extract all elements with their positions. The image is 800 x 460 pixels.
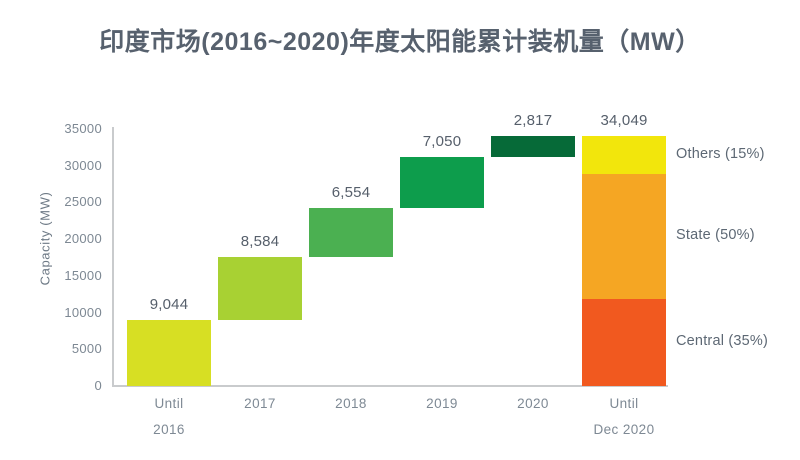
waterfall-bar xyxy=(309,208,393,257)
bar-segment-central xyxy=(582,298,666,386)
bar-value-label: 34,049 xyxy=(600,111,648,129)
y-tick-label: 15000 xyxy=(64,267,102,283)
y-axis-line xyxy=(112,127,114,387)
bar-value-label: 7,050 xyxy=(422,132,462,150)
bar-segment-others xyxy=(582,136,666,174)
legend-label-state: State (50%) xyxy=(676,226,755,243)
x-axis-line xyxy=(112,385,668,387)
y-tick-label: 0 xyxy=(94,378,102,393)
x-tick-label: 2018 xyxy=(335,396,367,411)
legend-label-others: Others (15%) xyxy=(676,145,765,162)
y-tick-label: 25000 xyxy=(64,194,102,210)
y-tick-label: 30000 xyxy=(64,157,102,173)
y-tick-label: 20000 xyxy=(64,231,102,247)
x-tick-label: Dec 2020 xyxy=(593,422,655,437)
y-tick-label: 35000 xyxy=(64,121,102,136)
bar-segment-state xyxy=(582,173,666,299)
waterfall-bar xyxy=(218,256,302,320)
x-tick-label: 2020 xyxy=(517,396,549,411)
bar-value-label: 6,554 xyxy=(331,184,371,202)
bar-value-label: 2,817 xyxy=(513,111,553,129)
x-tick-label: Until xyxy=(609,396,639,411)
bar-value-label: 8,584 xyxy=(240,232,280,250)
bar-value-label: 9,044 xyxy=(149,295,189,313)
waterfall-bar xyxy=(400,156,484,209)
waterfall-bar xyxy=(127,319,211,386)
y-tick-label: 10000 xyxy=(64,304,102,320)
chart-title: 印度市场(2016~2020)年度太阳能累计装机量（MW） xyxy=(99,28,701,56)
x-tick-label: 2019 xyxy=(426,396,458,411)
x-tick-label: 2016 xyxy=(153,422,185,437)
legend-label-central: Central (35%) xyxy=(676,333,769,350)
y-tick-label: 5000 xyxy=(71,341,102,357)
x-tick-label: 2017 xyxy=(244,396,276,411)
plot-area xyxy=(113,129,666,386)
x-tick-label: Until xyxy=(154,396,184,411)
waterfall-bar xyxy=(491,136,575,157)
